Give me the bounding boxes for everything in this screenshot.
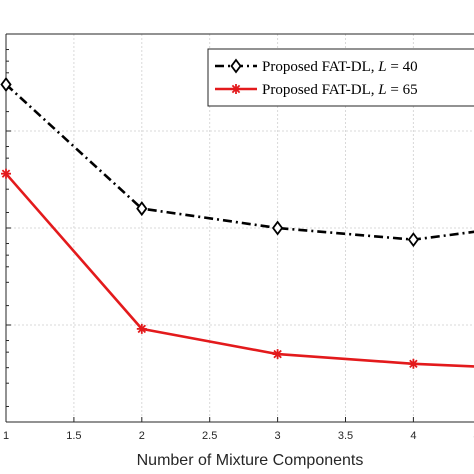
- legend-entries: Proposed FAT-DL, L = 40 Proposed FAT-DL, …: [215, 58, 418, 98]
- data-point: [271, 220, 284, 236]
- data-point: [0, 76, 12, 92]
- legend-label-1: Proposed FAT-DL, L = 40: [262, 59, 418, 75]
- x-tick-label: 1: [3, 430, 9, 442]
- legend-box: [207, 48, 474, 107]
- x-tick-label: 3: [275, 430, 281, 442]
- data-point: [408, 358, 419, 369]
- x-ticks: 11.522.533.544.555.5: [3, 417, 474, 442]
- legend: Proposed FAT-DL, L = 40 Proposed FAT-DL, …: [207, 48, 474, 107]
- data-point: [272, 349, 283, 360]
- data-point: [407, 232, 420, 248]
- x-axis-label: Number of Mixture Components: [137, 452, 364, 469]
- series-line-1: [5, 83, 474, 241]
- legend-label-2: Proposed FAT-DL, L = 65: [262, 82, 418, 98]
- legend-marker-2: [231, 84, 241, 94]
- y-ticks: [6, 49, 11, 407]
- series-line-2: [5, 172, 474, 368]
- x-tick-label: 4: [410, 430, 416, 442]
- data-point: [136, 201, 148, 217]
- x-tick-label: 2.5: [202, 430, 217, 442]
- x-tick-label: 1.5: [66, 430, 81, 442]
- series: [0, 76, 474, 369]
- data-point: [1, 168, 11, 179]
- data-point: [136, 323, 147, 334]
- x-tick-label: 3.5: [338, 430, 353, 442]
- legend-marker-1: [230, 58, 242, 74]
- x-tick-label: 2: [139, 430, 145, 442]
